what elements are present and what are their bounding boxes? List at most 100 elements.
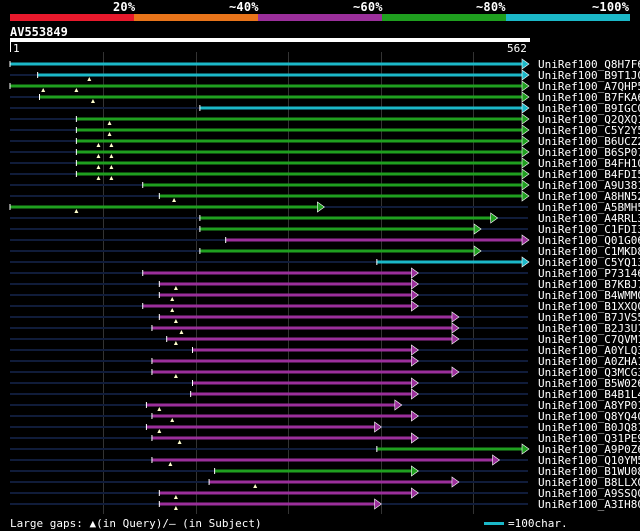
hit-row[interactable] (10, 333, 528, 345)
hit-end-arrow (521, 443, 530, 455)
hit-row[interactable] (10, 322, 528, 334)
hit-row[interactable] (10, 399, 528, 411)
hit-label[interactable]: UniRef100_B7JVS5 (538, 311, 640, 324)
hit-row[interactable] (10, 388, 528, 400)
query-gap-marker (157, 407, 162, 411)
hit-row[interactable] (10, 487, 528, 499)
hit-label[interactable]: UniRef100_A8YP01 (538, 399, 640, 412)
hit-row[interactable] (10, 289, 528, 301)
hit-row[interactable] (10, 465, 528, 477)
hit-end-arrow (521, 113, 530, 125)
hit-row[interactable] (10, 432, 528, 444)
hit-label[interactable]: UniRef100_B8LLX0 (538, 476, 640, 489)
hit-label[interactable]: UniRef100_B6SP07 (538, 146, 640, 159)
hit-row[interactable] (10, 212, 528, 224)
query-gap-marker (168, 462, 173, 466)
hit-row[interactable] (10, 344, 528, 356)
scale-segment-60 (258, 14, 382, 21)
hit-label[interactable]: UniRef100_A0ZHA1 (538, 355, 640, 368)
hit-row[interactable] (10, 146, 530, 158)
hit-label[interactable]: UniRef100_C7QVM1 (538, 333, 640, 346)
hit-label[interactable]: UniRef100_A9SSQ0 (538, 487, 640, 500)
hit-row[interactable] (10, 135, 530, 147)
hit-row[interactable] (10, 311, 528, 323)
hit-row[interactable] (10, 190, 530, 202)
hit-label[interactable]: UniRef100_B4FDI5 (538, 168, 640, 181)
hit-label[interactable]: UniRef100_A3IH80 (538, 498, 640, 511)
hit-end-arrow (521, 135, 530, 147)
hit-row[interactable] (10, 102, 530, 114)
hit-label[interactable]: UniRef100_C5Y2Y5 (538, 124, 640, 137)
hit-row[interactable] (9, 80, 530, 92)
hit-row[interactable] (10, 410, 528, 422)
hit-row[interactable] (10, 267, 528, 279)
hit-label[interactable]: UniRef100_Q3MCG3 (538, 366, 640, 379)
hit-row[interactable] (10, 421, 528, 433)
hit-row[interactable] (10, 355, 528, 367)
hit-label[interactable]: UniRef100_C1MKD8 (538, 245, 640, 258)
hit-label[interactable]: UniRef100_A8HN52 (538, 190, 640, 203)
hit-row[interactable] (10, 498, 528, 510)
hit-label[interactable]: UniRef100_C1FDI3 (538, 223, 640, 236)
hit-row[interactable] (10, 377, 528, 389)
hit-row[interactable] (10, 168, 530, 180)
hit-label[interactable]: UniRef100_B9T1J0 (538, 69, 640, 82)
hit-row[interactable] (10, 91, 530, 103)
hit-label[interactable]: UniRef100_B7KBJ7 (538, 278, 640, 291)
hit-row[interactable] (10, 113, 530, 125)
hit-end-arrow (451, 366, 460, 378)
hit-label[interactable]: UniRef100_B7FKA6 (538, 91, 640, 104)
hit-row[interactable] (10, 234, 530, 246)
hit-label[interactable]: UniRef100_A0YLQ3 (538, 344, 640, 357)
hit-row[interactable] (10, 256, 530, 268)
hit-row[interactable] (10, 476, 528, 488)
hit-label[interactable]: UniRef100_A9U381 (538, 179, 640, 192)
scale-legend-swatch (484, 522, 504, 525)
hit-row[interactable] (10, 245, 528, 257)
hit-end-arrow (521, 146, 530, 158)
hit-end-arrow (411, 410, 419, 422)
hit-label[interactable]: UniRef100_A7QHP5 (538, 80, 640, 93)
hit-end-arrow (521, 124, 530, 136)
hit-label[interactable]: UniRef100_Q31PE9 (538, 432, 640, 445)
hit-end-arrow (490, 212, 499, 224)
hit-label[interactable]: UniRef100_B1XXQ0 (538, 300, 640, 313)
hit-row[interactable] (9, 201, 528, 213)
hit-label[interactable]: UniRef100_A5BMH5 (538, 201, 640, 214)
hit-label[interactable]: UniRef100_B2J3U1 (538, 322, 640, 335)
hit-label[interactable]: UniRef100_B6UCZ2 (538, 135, 640, 148)
hit-end-arrow (521, 69, 530, 81)
hit-label[interactable]: UniRef100_B9IGC0 (538, 102, 640, 115)
query-gap-marker (170, 297, 175, 301)
hit-label[interactable]: UniRef100_A9P0Z6 (538, 443, 640, 456)
hit-end-arrow (394, 399, 403, 411)
hit-row[interactable] (10, 69, 530, 81)
hit-label[interactable]: UniRef100_C5YQ13 (538, 256, 640, 269)
hit-row[interactable] (10, 157, 530, 169)
hit-label[interactable]: UniRef100_Q2QXQ1 (538, 113, 640, 126)
hit-label[interactable]: UniRef100_Q10YM5 (538, 454, 640, 467)
hit-label[interactable]: UniRef100_Q01G06 (538, 234, 640, 247)
scale-legend-label: =100char. (508, 517, 568, 530)
hit-row[interactable] (9, 58, 530, 70)
hit-label[interactable]: UniRef100_Q8H7F6 (538, 58, 640, 71)
hit-label[interactable]: UniRef100_B4B1L4 (538, 388, 640, 401)
hit-row[interactable] (10, 454, 528, 466)
hit-label[interactable]: UniRef100_B1WU08 (538, 465, 640, 478)
hit-row[interactable] (10, 124, 530, 136)
hit-row[interactable] (10, 443, 530, 455)
hit-label[interactable]: UniRef100_B5W026 (538, 377, 640, 390)
hit-label[interactable]: UniRef100_P73146 (538, 267, 640, 280)
hit-row[interactable] (10, 278, 528, 290)
hit-label[interactable]: UniRef100_Q8YQ40 (538, 410, 640, 423)
hit-row[interactable] (10, 223, 528, 235)
hit-end-arrow (521, 102, 530, 114)
hit-row[interactable] (10, 179, 530, 191)
hit-label[interactable]: UniRef100_B0JQ81 (538, 421, 640, 434)
hit-label[interactable]: UniRef100_B4FH10 (538, 157, 640, 170)
hit-row[interactable] (10, 366, 528, 378)
hit-label[interactable]: UniRef100_B4WMM0 (538, 289, 640, 302)
hit-label[interactable]: UniRef100_A4RRL3 (538, 212, 640, 225)
hit-row[interactable] (10, 300, 528, 312)
